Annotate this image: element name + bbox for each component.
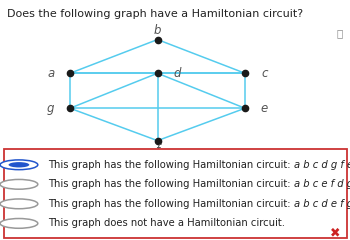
Circle shape — [0, 199, 38, 209]
Text: This graph has the following Hamiltonian circuit:: This graph has the following Hamiltonian… — [48, 179, 294, 189]
Text: g: g — [47, 102, 55, 115]
Text: a b c d g f e a.: a b c d g f e a. — [294, 160, 350, 170]
Circle shape — [8, 162, 29, 168]
FancyBboxPatch shape — [4, 149, 346, 238]
Text: ⓘ: ⓘ — [336, 28, 343, 38]
Circle shape — [0, 180, 38, 189]
Text: a: a — [47, 67, 54, 80]
Text: This graph has the following Hamiltonian circuit:: This graph has the following Hamiltonian… — [48, 160, 294, 170]
Text: This graph does not have a Hamiltonian circuit.: This graph does not have a Hamiltonian c… — [48, 218, 285, 228]
Text: a b c d e f g a.: a b c d e f g a. — [294, 199, 350, 209]
Text: b: b — [154, 24, 161, 37]
Text: Does the following graph have a Hamiltonian circuit?: Does the following graph have a Hamilton… — [7, 9, 303, 19]
Text: This graph has the following Hamiltonian circuit:: This graph has the following Hamiltonian… — [48, 199, 294, 209]
Text: d: d — [173, 67, 181, 80]
Text: a b c e f d g a.: a b c e f d g a. — [294, 179, 350, 189]
Circle shape — [0, 218, 38, 228]
Text: ✖: ✖ — [330, 226, 341, 239]
Text: c: c — [261, 67, 267, 80]
Text: e: e — [261, 102, 268, 115]
Text: f: f — [155, 144, 160, 157]
Circle shape — [0, 160, 38, 170]
